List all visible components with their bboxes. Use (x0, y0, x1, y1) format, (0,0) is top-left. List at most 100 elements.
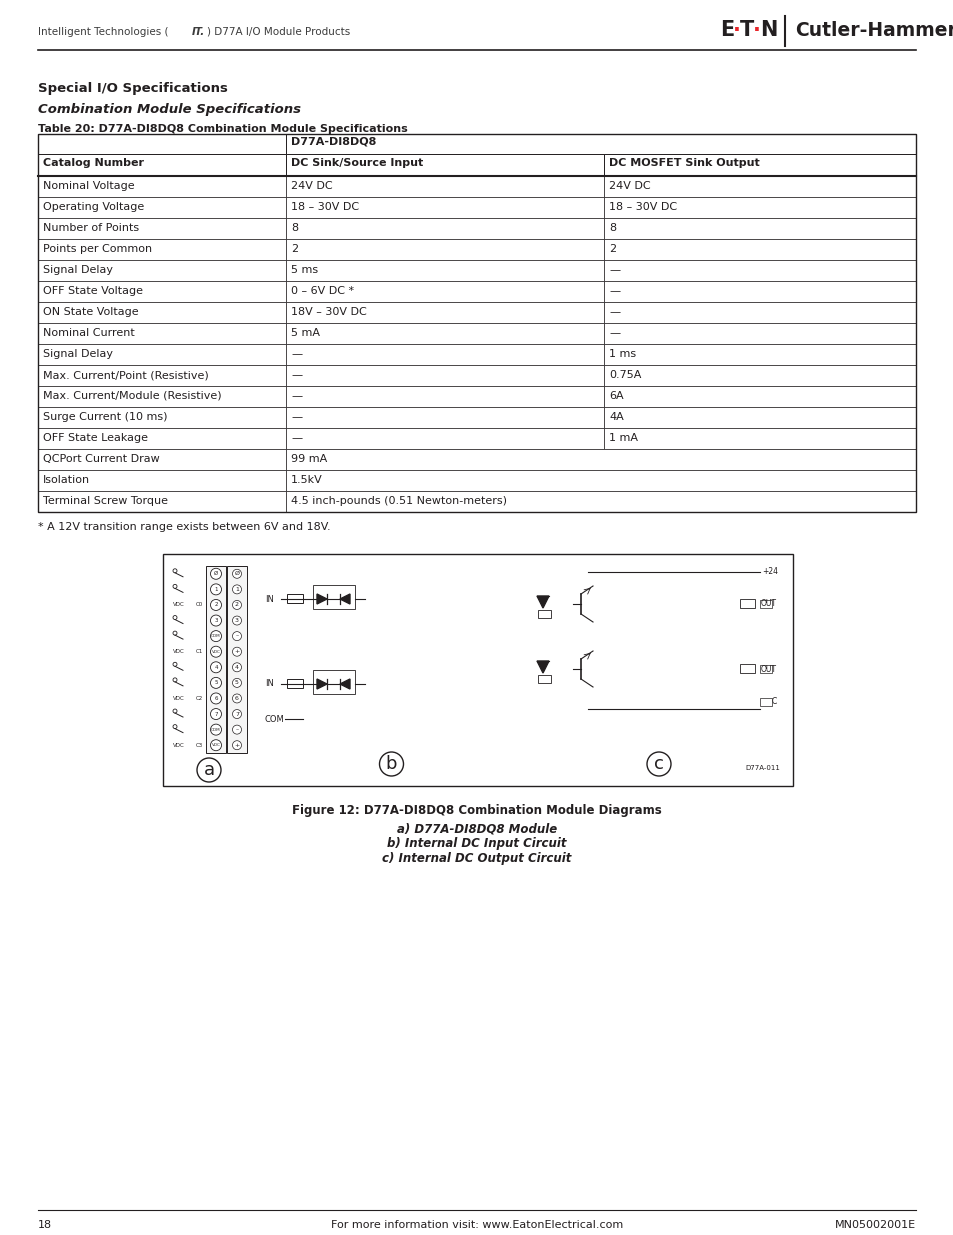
Text: 4.5 inch-pounds (0.51 Newton-meters): 4.5 inch-pounds (0.51 Newton-meters) (291, 496, 506, 506)
Text: * A 12V transition range exists between 6V and 18V.: * A 12V transition range exists between … (38, 522, 331, 532)
Bar (38, 366, 286, 387)
Bar (286, 345, 603, 366)
Text: 18 – 30V DC: 18 – 30V DC (608, 203, 677, 212)
Bar (603, 261, 915, 282)
Text: a) D77A-DI8DQ8 Module: a) D77A-DI8DQ8 Module (396, 823, 557, 835)
Bar (286, 366, 603, 387)
Bar (38, 324, 286, 345)
Circle shape (233, 741, 241, 750)
Text: b) Internal DC Input Circuit: b) Internal DC Input Circuit (387, 837, 566, 850)
Bar (163, 555, 792, 785)
Text: Combination Module Specifications: Combination Module Specifications (38, 103, 301, 116)
Text: +24: +24 (761, 568, 778, 577)
Text: 3: 3 (214, 618, 217, 622)
Polygon shape (316, 594, 327, 604)
Text: 5 mA: 5 mA (291, 329, 319, 338)
Text: 0.75A: 0.75A (608, 370, 640, 380)
Circle shape (233, 710, 241, 719)
Text: 18 – 30V DC: 18 – 30V DC (291, 203, 358, 212)
Bar (286, 429, 603, 450)
Text: 1 ms: 1 ms (608, 350, 636, 359)
Bar (286, 303, 603, 324)
Bar (286, 492, 915, 513)
Bar (38, 429, 286, 450)
Bar (286, 135, 915, 154)
Bar (603, 345, 915, 366)
Polygon shape (339, 594, 350, 604)
Text: a: a (203, 761, 214, 779)
Bar (313, 671, 355, 694)
Text: 5: 5 (214, 680, 217, 685)
Bar (38, 261, 286, 282)
Text: –: – (235, 634, 238, 638)
Text: D77A-011: D77A-011 (744, 764, 780, 771)
Circle shape (233, 663, 241, 672)
Polygon shape (537, 597, 548, 608)
Text: —: — (608, 329, 619, 338)
Text: 2: 2 (214, 603, 217, 608)
Text: Table 20: D77A-DI8DQ8 Combination Module Specifications: Table 20: D77A-DI8DQ8 Combination Module… (38, 124, 407, 135)
Bar (286, 471, 915, 492)
Text: Cutler-Hammer: Cutler-Hammer (794, 21, 953, 40)
Bar (537, 610, 551, 618)
Text: 6A: 6A (608, 391, 623, 401)
Text: 0 – 6V DC *: 0 – 6V DC * (291, 287, 354, 296)
Text: 1: 1 (234, 587, 238, 592)
Circle shape (233, 647, 241, 656)
Circle shape (211, 693, 221, 704)
Text: —: — (291, 433, 302, 443)
Text: —: — (291, 370, 302, 380)
Circle shape (233, 569, 241, 578)
Bar (286, 240, 603, 261)
Text: 1: 1 (214, 587, 217, 592)
Circle shape (211, 568, 221, 579)
Circle shape (172, 662, 177, 667)
Bar (603, 366, 915, 387)
Bar (603, 240, 915, 261)
Circle shape (172, 615, 177, 620)
Text: 8: 8 (608, 224, 616, 233)
Text: 4A: 4A (608, 412, 623, 422)
Text: C0: C0 (195, 603, 203, 608)
Circle shape (646, 752, 670, 776)
Text: IN: IN (265, 594, 274, 604)
Circle shape (211, 584, 221, 595)
Text: 3: 3 (234, 618, 239, 622)
Text: 7: 7 (214, 711, 217, 716)
Text: 5: 5 (234, 680, 238, 685)
Text: VDC: VDC (172, 650, 185, 655)
Bar (286, 387, 603, 408)
Circle shape (172, 709, 177, 713)
Bar (286, 324, 603, 345)
Circle shape (211, 599, 221, 610)
Text: Figure 12: D77A-DI8DQ8 Combination Module Diagrams: Figure 12: D77A-DI8DQ8 Combination Modul… (292, 804, 661, 818)
Circle shape (196, 758, 221, 782)
Circle shape (172, 569, 177, 573)
Bar (286, 219, 603, 240)
Text: 1 mA: 1 mA (608, 433, 638, 443)
Bar (38, 135, 286, 154)
Text: Surge Current (10 ms): Surge Current (10 ms) (43, 412, 168, 422)
Text: Isolation: Isolation (43, 475, 90, 485)
Text: IN: IN (265, 679, 274, 688)
Text: MN05002001E: MN05002001E (834, 1220, 915, 1230)
Bar (38, 345, 286, 366)
Text: Intelligent Technologies (: Intelligent Technologies ( (38, 27, 169, 37)
Circle shape (172, 584, 177, 588)
Bar (38, 240, 286, 261)
Circle shape (211, 740, 221, 751)
Circle shape (233, 725, 241, 734)
Text: —: — (291, 412, 302, 422)
Text: Ø: Ø (213, 572, 218, 577)
Bar (38, 219, 286, 240)
Bar (286, 282, 603, 303)
Circle shape (211, 615, 221, 626)
Bar (286, 177, 603, 198)
Text: DC MOSFET Sink Output: DC MOSFET Sink Output (608, 158, 759, 168)
Bar (603, 303, 915, 324)
Text: VDC: VDC (212, 650, 220, 653)
Text: E: E (720, 20, 734, 40)
Text: Points per Common: Points per Common (43, 245, 152, 254)
Text: 2: 2 (291, 245, 297, 254)
Text: 4: 4 (214, 664, 217, 669)
